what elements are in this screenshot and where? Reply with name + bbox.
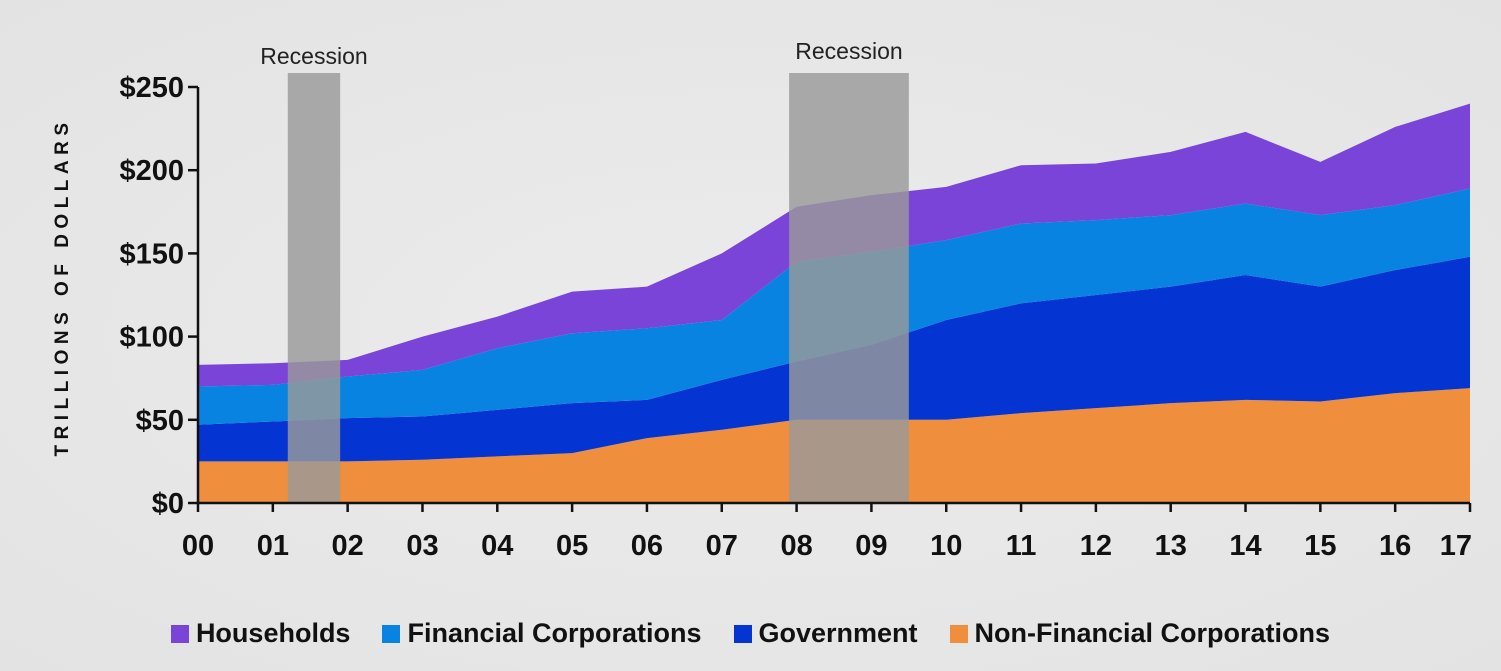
x-tick-label: 08 — [780, 530, 812, 562]
legend-swatch — [170, 624, 189, 643]
legend-item-government: Government — [733, 618, 918, 649]
x-tick-label: 00 — [182, 530, 214, 562]
x-tick-label: 05 — [556, 530, 588, 562]
recession-band-2 — [789, 73, 909, 503]
x-tick-label: 07 — [706, 530, 738, 562]
recession-label-2: Recession — [795, 38, 902, 64]
recession-band-1 — [287, 73, 341, 503]
recession-label-1: Recession — [260, 43, 367, 69]
x-tick-label: 16 — [1379, 530, 1411, 562]
y-tick-label: $150 — [119, 238, 184, 270]
y-tick-label: $250 — [119, 72, 184, 104]
x-tick-label: 11 — [1006, 530, 1037, 562]
x-tick-label: 14 — [1229, 530, 1261, 562]
y-axis-label: TRILLIONS OF DOLLARS — [52, 117, 73, 456]
legend-swatch — [382, 624, 401, 643]
y-tick-label: $50 — [136, 405, 184, 437]
legend-item-households: Households — [170, 618, 351, 649]
y-tick-label: $0 — [152, 488, 184, 520]
legend-item-financial-corporations: Financial Corporations — [382, 618, 702, 649]
x-tick-label: 06 — [631, 530, 663, 562]
legend-label: Government — [758, 618, 918, 648]
legend-swatch — [733, 624, 752, 643]
x-tick-label: 13 — [1155, 530, 1187, 562]
x-tick-label: 10 — [930, 530, 962, 562]
x-tick-label: 03 — [406, 530, 438, 562]
legend-label: Financial Corporations — [407, 618, 702, 648]
legend-label: Non-Financial Corporations — [974, 618, 1331, 648]
x-tick-label: 09 — [855, 530, 887, 562]
y-tick-label: $200 — [119, 155, 184, 187]
legend-swatch — [949, 624, 968, 643]
legend: Households Financial Corporations Governme… — [0, 618, 1501, 649]
axes-group: $0 $50 $100 $150 $200 $250 00 01 02 03 04 05 06 07 08 0… — [119, 72, 1472, 562]
x-tick-label: 02 — [332, 530, 364, 562]
legend-label: Households — [195, 618, 351, 648]
y-tick-label: $100 — [119, 322, 184, 354]
x-tick-label: 12 — [1080, 530, 1112, 562]
x-tick-label: 15 — [1304, 530, 1336, 562]
legend-item-non-financial-corporations: Non-Financial Corporations — [949, 618, 1331, 649]
x-tick-label: 17 — [1440, 530, 1472, 562]
recession-bands: Recession Recession — [260, 38, 909, 503]
x-tick-label: 01 — [257, 530, 289, 562]
x-tick-label: 04 — [481, 530, 513, 562]
